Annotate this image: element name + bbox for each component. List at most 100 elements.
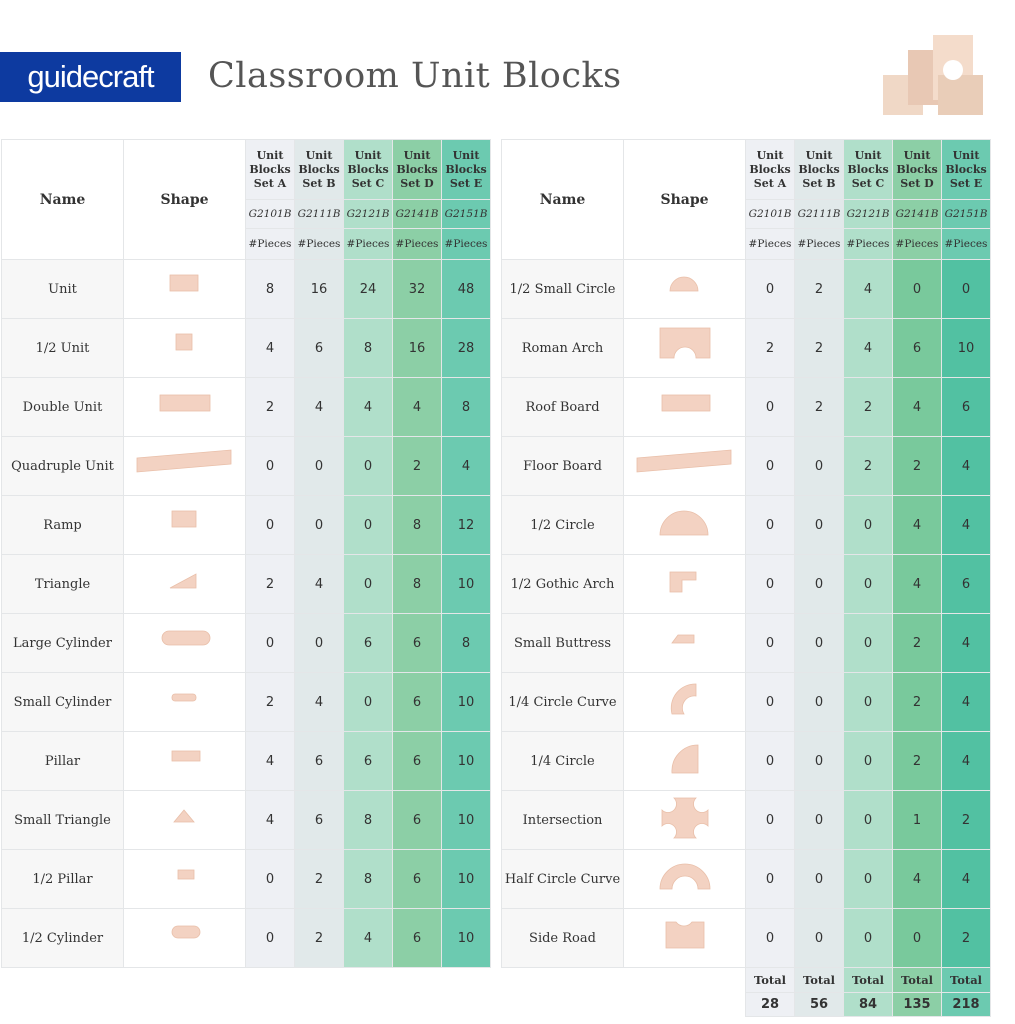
set-d-header: Unit Blocks Set D xyxy=(392,139,442,200)
block-shape xyxy=(623,731,746,791)
total-label: Total xyxy=(794,967,844,993)
total-label: Total xyxy=(745,967,795,993)
set-b-count: 0 xyxy=(794,672,844,732)
set-b-count: 0 xyxy=(294,436,344,496)
set-code: G2141B xyxy=(892,199,942,229)
set-c-count: 0 xyxy=(343,495,393,555)
set-b-count: 6 xyxy=(294,318,344,378)
half-circle-icon xyxy=(659,510,708,536)
set-c-count: 2 xyxy=(843,377,893,437)
set-a-total: 28 xyxy=(745,992,795,1017)
set-e-count: 10 xyxy=(941,318,991,378)
set-d-count: 6 xyxy=(392,849,442,909)
set-e-total: 218 xyxy=(941,992,991,1017)
block-shape xyxy=(623,377,746,437)
set-d-count: 4 xyxy=(392,377,442,437)
name-header: Name xyxy=(501,139,624,260)
half-pillar-icon xyxy=(177,869,194,880)
half-cylinder-icon xyxy=(171,925,200,939)
set-d-count: 0 xyxy=(892,908,942,968)
half-unit-icon xyxy=(175,333,192,351)
set-a-count: 0 xyxy=(245,495,295,555)
block-name: Floor Board xyxy=(501,436,624,496)
block-name: Quadruple Unit xyxy=(1,436,124,496)
set-d-count: 6 xyxy=(392,731,442,791)
set-a-count: 2 xyxy=(245,377,295,437)
set-e-count: 6 xyxy=(941,554,991,614)
block-shape xyxy=(623,318,746,378)
set-b-count: 0 xyxy=(794,849,844,909)
quarter-circle-curve-icon xyxy=(670,683,696,715)
quarter-circle-icon xyxy=(671,744,698,774)
block-shape xyxy=(123,436,246,496)
set-c-count: 0 xyxy=(843,849,893,909)
set-d-count: 2 xyxy=(892,731,942,791)
set-a-count: 0 xyxy=(745,436,795,496)
set-a-count: 0 xyxy=(745,554,795,614)
set-c-count: 8 xyxy=(343,790,393,850)
set-c-count: 4 xyxy=(843,259,893,319)
set-e-count: 2 xyxy=(941,790,991,850)
block-name: 1/2 Unit xyxy=(1,318,124,378)
set-a-count: 2 xyxy=(245,554,295,614)
set-b-count: 0 xyxy=(794,908,844,968)
set-c-count: 0 xyxy=(843,908,893,968)
set-c-count: 0 xyxy=(843,731,893,791)
block-name: 1/2 Gothic Arch xyxy=(501,554,624,614)
set-e-count: 2 xyxy=(941,908,991,968)
set-b-count: 0 xyxy=(794,495,844,555)
table-row: Double Unit 2 4 4 4 8 xyxy=(1,377,491,437)
block-name: Small Cylinder xyxy=(1,672,124,732)
table-row: Small Triangle 4 6 8 6 10 xyxy=(1,790,491,850)
set-code: G2111B xyxy=(294,199,344,229)
set-a-header: Unit Blocks Set A xyxy=(745,139,795,200)
set-b-count: 0 xyxy=(794,554,844,614)
set-b-count: 0 xyxy=(294,613,344,673)
block-name: Half Circle Curve xyxy=(501,849,624,909)
set-code: G2141B xyxy=(392,199,442,229)
block-name: Small Triangle xyxy=(1,790,124,850)
pieces-header: #Pieces xyxy=(794,228,844,260)
set-code: G2101B xyxy=(745,199,795,229)
table-row: Pillar 4 6 6 6 10 xyxy=(1,731,491,791)
set-d-count: 6 xyxy=(392,613,442,673)
block-name: Roof Board xyxy=(501,377,624,437)
set-d-count: 4 xyxy=(892,377,942,437)
set-d-count: 1 xyxy=(892,790,942,850)
pieces-header: #Pieces xyxy=(392,228,442,260)
set-b-count: 0 xyxy=(294,495,344,555)
set-e-count: 10 xyxy=(441,731,491,791)
guidecraft-logo: guidecraft xyxy=(0,52,181,102)
table-row: Roof Board 0 2 2 4 6 xyxy=(501,377,991,437)
set-d-count: 6 xyxy=(392,790,442,850)
set-b-header: Unit Blocks Set B xyxy=(794,139,844,200)
set-e-header: Unit Blocks Set E xyxy=(941,139,991,200)
set-a-header: Unit Blocks Set A xyxy=(245,139,295,200)
set-b-count: 16 xyxy=(294,259,344,319)
block-name: 1/4 Circle Curve xyxy=(501,672,624,732)
set-d-total: 135 xyxy=(892,992,942,1017)
table-row: 1/2 Gothic Arch 0 0 0 4 6 xyxy=(501,554,991,614)
small-triangle-icon xyxy=(172,809,195,823)
set-c-count: 0 xyxy=(843,495,893,555)
set-b-count: 4 xyxy=(294,377,344,437)
set-d-header: Unit Blocks Set D xyxy=(892,139,942,200)
block-shape xyxy=(623,554,746,614)
set-a-count: 4 xyxy=(245,731,295,791)
page-title: Classroom Unit Blocks xyxy=(208,56,622,96)
set-b-count: 0 xyxy=(794,731,844,791)
set-e-count: 12 xyxy=(441,495,491,555)
set-a-count: 2 xyxy=(745,318,795,378)
small-buttress-icon xyxy=(670,634,694,644)
set-a-count: 0 xyxy=(745,495,795,555)
table-row: Large Cylinder 0 0 6 6 8 xyxy=(1,613,491,673)
block-shape xyxy=(623,613,746,673)
table-row: Quadruple Unit 0 0 0 2 4 xyxy=(1,436,491,496)
table-row: 1/4 Circle Curve 0 0 0 2 4 xyxy=(501,672,991,732)
pieces-header: #Pieces xyxy=(441,228,491,260)
set-d-count: 2 xyxy=(892,672,942,732)
set-c-count: 0 xyxy=(843,672,893,732)
set-e-count: 10 xyxy=(441,849,491,909)
block-name: 1/2 Pillar xyxy=(1,849,124,909)
set-b-count: 2 xyxy=(294,849,344,909)
